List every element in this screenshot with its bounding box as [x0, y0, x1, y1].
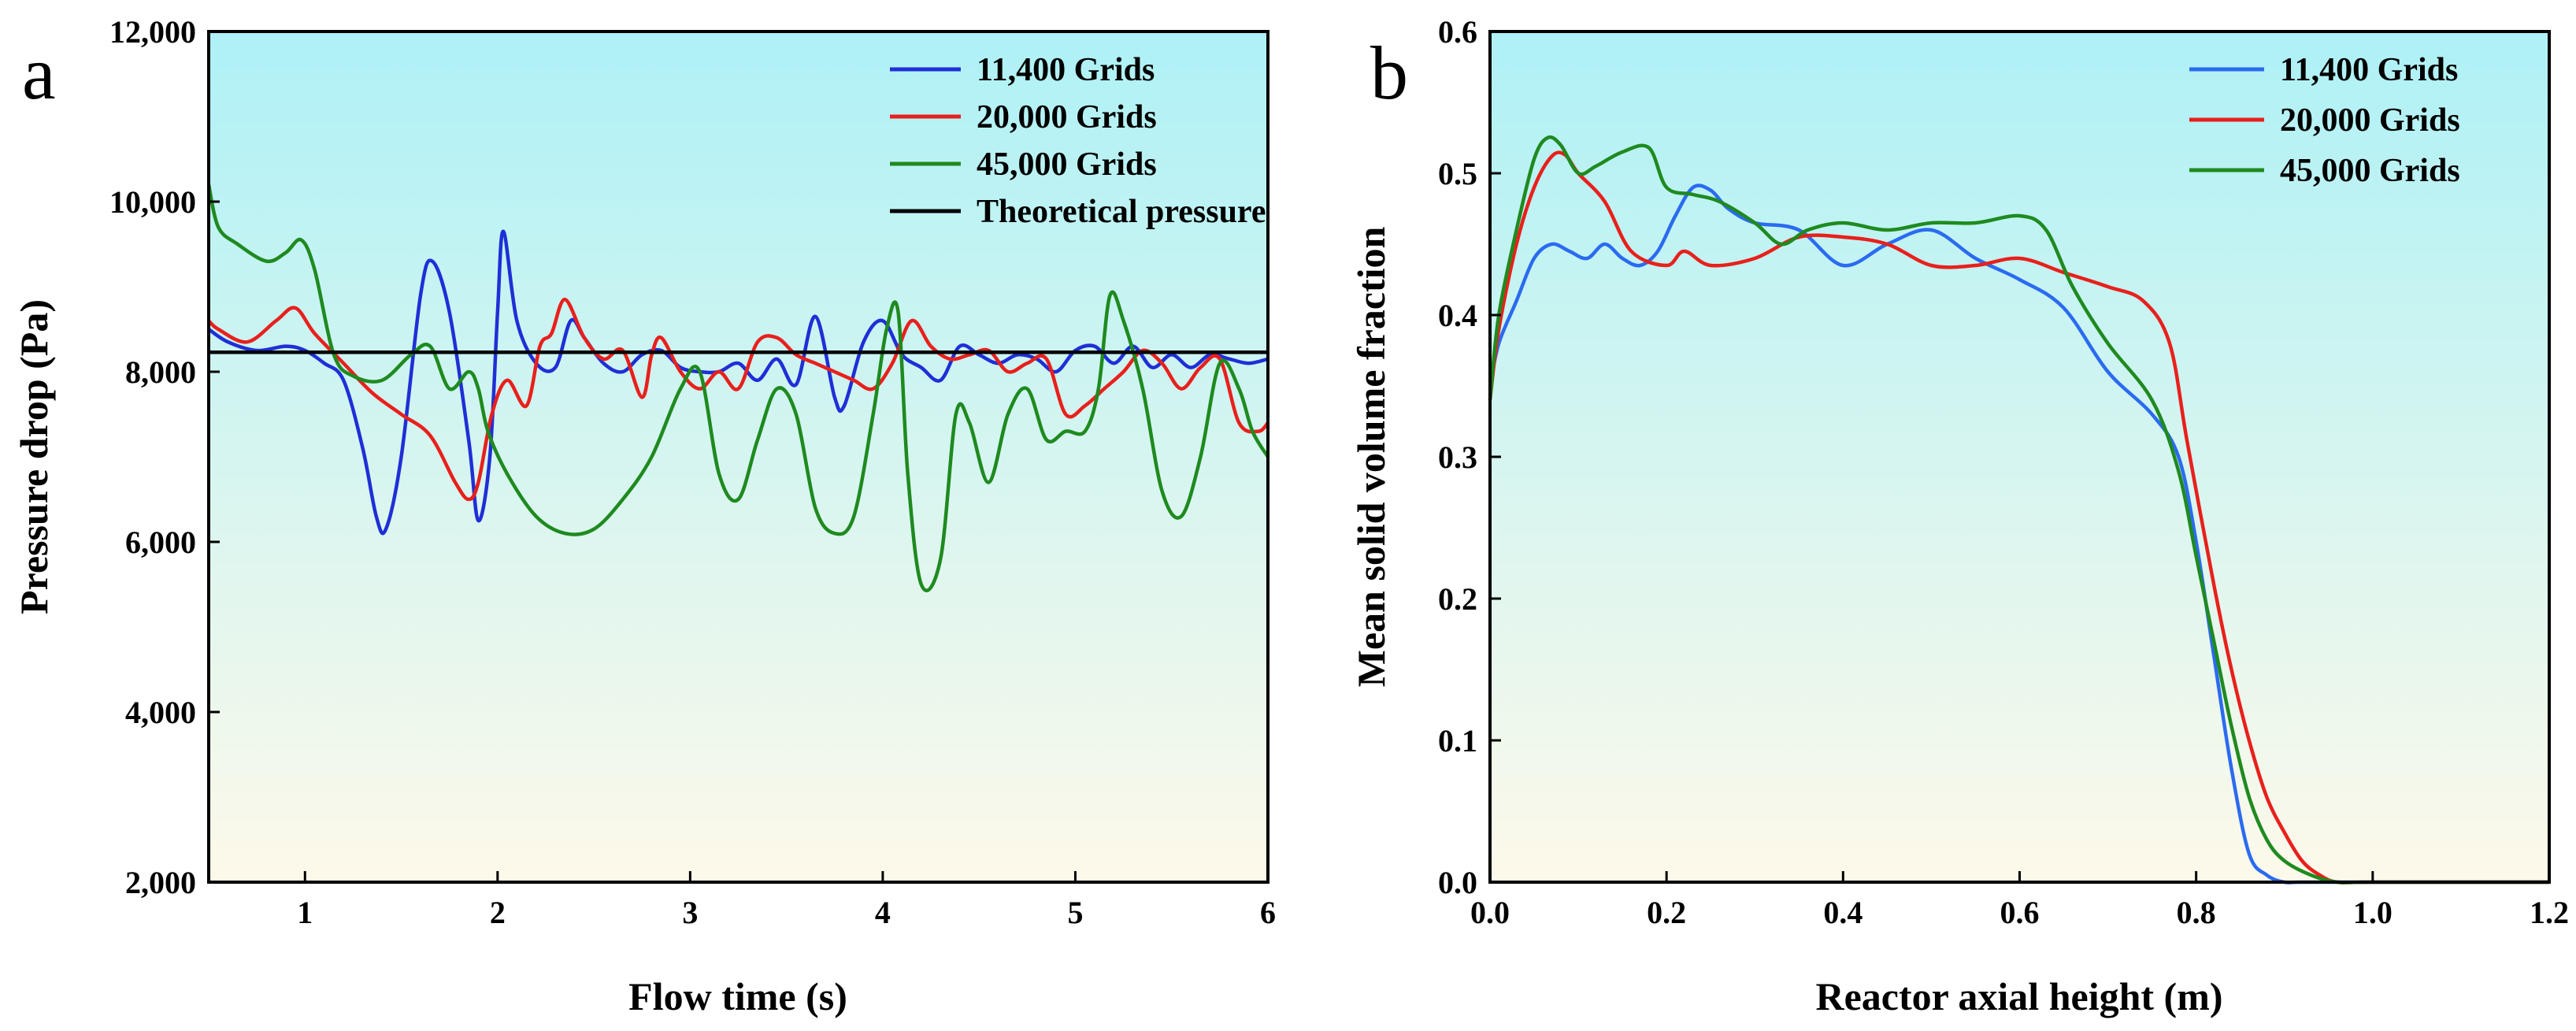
plot-frame: [1488, 30, 2551, 884]
series-group: [1488, 135, 2549, 885]
x-tick-label: 0.0: [1470, 895, 1510, 930]
plot-area-background: [209, 32, 1268, 882]
legend-label: 45,000 Grids: [977, 146, 1157, 183]
y-tick-label: 0.2: [1438, 581, 1477, 617]
y-tick-label: 0.3: [1438, 439, 1477, 475]
y-tick-label: 6,000: [125, 525, 196, 560]
x-tick-label: 3: [682, 895, 698, 930]
x-tick-label: 0.8: [2177, 895, 2216, 930]
legend-label: 20,000 Grids: [977, 99, 1157, 135]
x-tick-label: 0.2: [1647, 895, 1686, 930]
series-line: [207, 297, 1269, 502]
y-tick-label: 0.6: [1438, 14, 1477, 50]
x-tick-label: 1.0: [2353, 895, 2393, 930]
legend-label: 20,000 Grids: [2280, 102, 2460, 139]
tick-group: 1 2 3 4 5 6 2,000 4,000 6,000 8,000 10,000 12,000: [109, 14, 1276, 930]
x-tick-label: 0.4: [1823, 895, 1863, 930]
series-group: [206, 184, 1269, 592]
x-tick-label: 0.6: [2000, 895, 2040, 930]
panel-a-pressure-drop-chart: 1 2 3 4 5 6 2,000 4,000 6,000 8,000 10,000 12,000 a…: [12, 14, 1276, 1018]
x-tick-label: 2: [490, 895, 506, 930]
y-tick-label: 12,000: [109, 14, 196, 50]
legend-label: 45,000 Grids: [2280, 153, 2460, 189]
x-tick-label: 4: [875, 895, 891, 930]
legend: 11,400 Grids 20,000 Grids 45,000 Grids: [2189, 52, 2460, 189]
series-line: [1488, 135, 2549, 885]
y-tick-label: 8,000: [125, 354, 196, 390]
y-tick-label: 2,000: [125, 865, 196, 900]
x-tick-label: 5: [1067, 895, 1083, 930]
plot-area-background: [1490, 32, 2549, 882]
legend-label: Theoretical pressure: [977, 194, 1266, 230]
y-axis-title: Pressure drop (Pa): [12, 299, 56, 614]
y-tick-label: 0.0: [1438, 865, 1477, 900]
y-tick-label: 0.1: [1438, 723, 1477, 758]
panel-label: a: [22, 31, 56, 115]
y-tick-label: 0.5: [1438, 156, 1477, 191]
panel-label: b: [1370, 31, 1408, 115]
x-tick-label: 6: [1260, 895, 1276, 930]
y-tick-label: 10,000: [109, 184, 196, 220]
series-line: [1488, 184, 2549, 885]
x-axis-title: Reactor axial height (m): [1815, 974, 2222, 1018]
series-line: [207, 229, 1269, 536]
plot-frame: [207, 30, 1269, 884]
legend: 11,400 Grids 20,000 Grids 45,000 Grids Theo…: [890, 52, 1266, 230]
y-tick-label: 4,000: [125, 695, 196, 730]
x-axis-title: Flow time (s): [628, 974, 847, 1018]
y-axis-title: Mean solid volume fraction: [1349, 226, 1393, 687]
legend-label: 11,400 Grids: [977, 52, 1155, 88]
x-tick-label: 1.2: [2530, 895, 2569, 930]
legend-label: 11,400 Grids: [2280, 52, 2458, 88]
x-tick-label: 1: [297, 895, 313, 930]
y-tick-label: 0.4: [1438, 298, 1477, 333]
panel-b-solid-volume-fraction-chart: 0.0 0.2 0.4 0.6 0.8 1.0 1.2 0.0 0.1 0.2 0.3 0.4 0.5 0…: [1349, 14, 2569, 1018]
